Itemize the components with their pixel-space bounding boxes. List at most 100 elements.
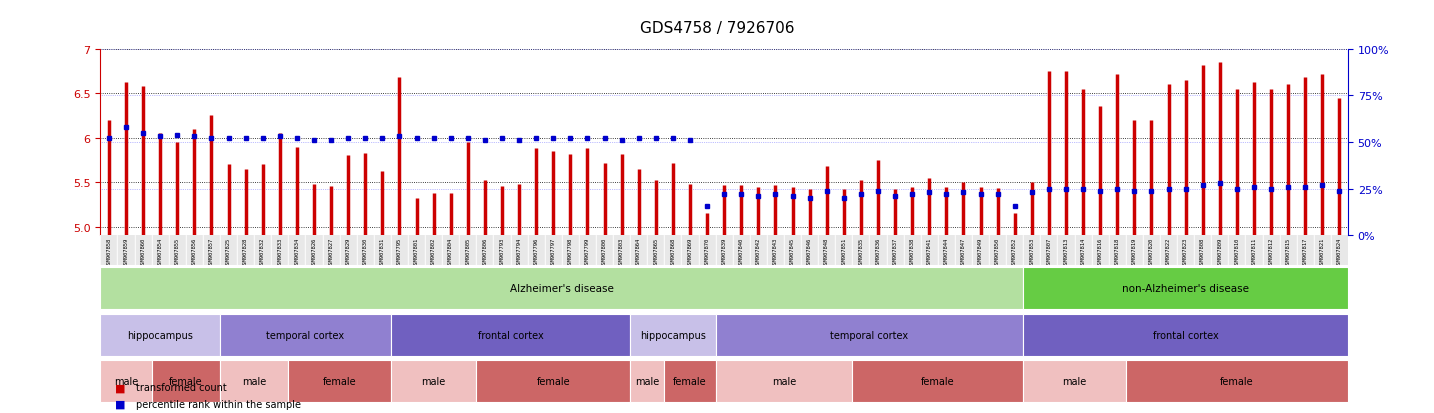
Text: temporal cortex: temporal cortex bbox=[830, 330, 909, 340]
Text: GSM907824: GSM907824 bbox=[1336, 237, 1342, 266]
Text: male: male bbox=[113, 377, 138, 387]
FancyBboxPatch shape bbox=[664, 361, 716, 402]
Text: GSM907844: GSM907844 bbox=[944, 237, 949, 266]
Text: GSM907809: GSM907809 bbox=[1217, 237, 1222, 266]
Text: female: female bbox=[673, 377, 707, 387]
Text: frontal cortex: frontal cortex bbox=[1153, 330, 1219, 340]
Text: male: male bbox=[635, 377, 660, 387]
FancyBboxPatch shape bbox=[152, 361, 219, 402]
Text: GSM907836: GSM907836 bbox=[876, 237, 880, 266]
Text: GSM907820: GSM907820 bbox=[1149, 237, 1154, 266]
Text: GSM907794: GSM907794 bbox=[516, 237, 522, 266]
Text: GSM907850: GSM907850 bbox=[995, 237, 999, 266]
Text: GSM907825: GSM907825 bbox=[227, 237, 231, 266]
FancyBboxPatch shape bbox=[852, 361, 1024, 402]
Text: GSM907847: GSM907847 bbox=[961, 237, 967, 266]
Text: GSM907869: GSM907869 bbox=[687, 237, 693, 266]
Text: GSM907815: GSM907815 bbox=[1286, 237, 1291, 266]
Text: GSM907840: GSM907840 bbox=[739, 237, 744, 266]
FancyBboxPatch shape bbox=[1024, 314, 1348, 356]
FancyBboxPatch shape bbox=[391, 314, 630, 356]
FancyBboxPatch shape bbox=[476, 361, 630, 402]
Text: GSM907803: GSM907803 bbox=[619, 237, 624, 266]
Text: GSM907831: GSM907831 bbox=[380, 237, 384, 266]
Text: GSM907865: GSM907865 bbox=[654, 237, 658, 266]
Text: GSM907848: GSM907848 bbox=[825, 237, 829, 266]
Text: female: female bbox=[1220, 377, 1253, 387]
Text: GSM907852: GSM907852 bbox=[1012, 237, 1017, 266]
Text: female: female bbox=[323, 377, 357, 387]
Text: GSM907843: GSM907843 bbox=[773, 237, 777, 266]
Text: GSM907804: GSM907804 bbox=[449, 237, 453, 266]
FancyBboxPatch shape bbox=[100, 314, 219, 356]
Text: GSM907868: GSM907868 bbox=[671, 237, 675, 266]
FancyBboxPatch shape bbox=[630, 314, 716, 356]
Text: GSM907849: GSM907849 bbox=[978, 237, 984, 266]
Text: GSM907807: GSM907807 bbox=[1047, 237, 1051, 266]
Text: GSM907842: GSM907842 bbox=[756, 237, 761, 266]
Text: GSM907799: GSM907799 bbox=[585, 237, 589, 266]
Text: GSM907846: GSM907846 bbox=[807, 237, 812, 266]
FancyBboxPatch shape bbox=[100, 361, 152, 402]
Text: GSM907859: GSM907859 bbox=[123, 237, 129, 266]
Text: GSM907841: GSM907841 bbox=[926, 237, 932, 266]
Text: GSM907826: GSM907826 bbox=[311, 237, 317, 266]
Text: frontal cortex: frontal cortex bbox=[478, 330, 543, 340]
Text: GSM907853: GSM907853 bbox=[1030, 237, 1034, 266]
Text: GSM907814: GSM907814 bbox=[1081, 237, 1086, 266]
Text: GSM907827: GSM907827 bbox=[328, 237, 334, 266]
Text: GSM907856: GSM907856 bbox=[192, 237, 196, 266]
Text: GSM907811: GSM907811 bbox=[1252, 237, 1256, 266]
Text: GSM907830: GSM907830 bbox=[363, 237, 367, 266]
Text: temporal cortex: temporal cortex bbox=[267, 330, 344, 340]
Text: GSM907801: GSM907801 bbox=[414, 237, 419, 266]
Text: female: female bbox=[169, 377, 202, 387]
Text: GSM907833: GSM907833 bbox=[277, 237, 282, 266]
FancyBboxPatch shape bbox=[219, 314, 391, 356]
Text: GSM907793: GSM907793 bbox=[499, 237, 505, 266]
Text: GSM907837: GSM907837 bbox=[892, 237, 898, 266]
Text: GSM907828: GSM907828 bbox=[244, 237, 248, 266]
FancyBboxPatch shape bbox=[1126, 361, 1348, 402]
Text: GSM907855: GSM907855 bbox=[175, 237, 179, 266]
Text: GSM907822: GSM907822 bbox=[1166, 237, 1172, 266]
Text: GSM907823: GSM907823 bbox=[1183, 237, 1189, 266]
Text: male: male bbox=[422, 377, 446, 387]
Text: GSM907832: GSM907832 bbox=[260, 237, 265, 266]
Text: GSM907795: GSM907795 bbox=[397, 237, 402, 266]
Text: non-Alzheimer's disease: non-Alzheimer's disease bbox=[1121, 283, 1249, 293]
FancyBboxPatch shape bbox=[1024, 361, 1126, 402]
Text: percentile rank within the sample: percentile rank within the sample bbox=[136, 399, 301, 409]
Text: GDS4758 / 7926706: GDS4758 / 7926706 bbox=[640, 21, 794, 36]
FancyBboxPatch shape bbox=[391, 361, 476, 402]
Text: GSM907800: GSM907800 bbox=[602, 237, 607, 266]
Text: GSM907835: GSM907835 bbox=[859, 237, 863, 266]
Text: GSM907834: GSM907834 bbox=[294, 237, 300, 266]
Text: female: female bbox=[536, 377, 571, 387]
Text: GSM907839: GSM907839 bbox=[721, 237, 727, 266]
Text: GSM907806: GSM907806 bbox=[482, 237, 488, 266]
Text: GSM907851: GSM907851 bbox=[842, 237, 846, 266]
Text: GSM907860: GSM907860 bbox=[141, 237, 146, 266]
Text: GSM907810: GSM907810 bbox=[1235, 237, 1239, 266]
FancyBboxPatch shape bbox=[716, 314, 1024, 356]
FancyBboxPatch shape bbox=[288, 361, 391, 402]
FancyBboxPatch shape bbox=[630, 361, 664, 402]
Text: GSM907857: GSM907857 bbox=[209, 237, 214, 266]
Text: GSM907818: GSM907818 bbox=[1114, 237, 1120, 266]
Text: GSM907858: GSM907858 bbox=[106, 237, 112, 266]
Text: ■: ■ bbox=[115, 399, 125, 409]
Text: hippocampus: hippocampus bbox=[640, 330, 706, 340]
Text: GSM907812: GSM907812 bbox=[1269, 237, 1273, 266]
Text: GSM907864: GSM907864 bbox=[637, 237, 641, 266]
Text: GSM907802: GSM907802 bbox=[432, 237, 436, 266]
Text: Alzheimer's disease: Alzheimer's disease bbox=[511, 283, 614, 293]
Text: GSM907838: GSM907838 bbox=[909, 237, 915, 266]
Text: male: male bbox=[242, 377, 267, 387]
Text: GSM907816: GSM907816 bbox=[1097, 237, 1103, 266]
Text: female: female bbox=[921, 377, 955, 387]
Text: GSM907817: GSM907817 bbox=[1302, 237, 1308, 266]
Text: ■: ■ bbox=[115, 382, 125, 392]
Text: GSM907797: GSM907797 bbox=[551, 237, 556, 266]
Text: GSM907805: GSM907805 bbox=[465, 237, 470, 266]
